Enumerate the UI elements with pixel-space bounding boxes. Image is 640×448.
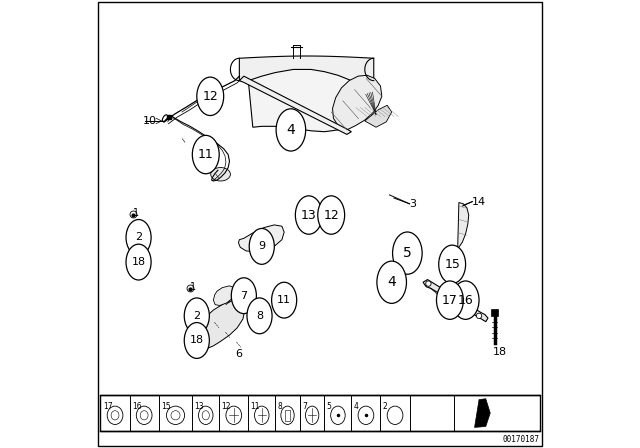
Ellipse shape <box>392 232 422 274</box>
Text: 5: 5 <box>403 246 412 260</box>
Text: 6: 6 <box>235 349 242 359</box>
Polygon shape <box>365 105 392 127</box>
Ellipse shape <box>136 406 152 424</box>
Text: 16: 16 <box>458 293 474 307</box>
Text: 11: 11 <box>250 402 260 411</box>
Text: 00170187: 00170187 <box>502 435 540 444</box>
Text: 15: 15 <box>161 402 171 411</box>
Text: 14: 14 <box>472 197 486 207</box>
Polygon shape <box>333 75 382 130</box>
Text: 4: 4 <box>287 123 295 137</box>
Ellipse shape <box>439 245 466 284</box>
Ellipse shape <box>198 406 213 424</box>
Ellipse shape <box>231 278 257 314</box>
Text: 12: 12 <box>221 402 231 411</box>
Ellipse shape <box>281 406 294 424</box>
Text: 7: 7 <box>302 402 307 411</box>
Ellipse shape <box>249 228 275 264</box>
Polygon shape <box>452 202 468 271</box>
Bar <box>285 409 290 421</box>
Ellipse shape <box>166 406 184 424</box>
Text: 18: 18 <box>493 347 507 357</box>
Ellipse shape <box>276 109 306 151</box>
Ellipse shape <box>184 323 209 358</box>
Text: 18: 18 <box>189 336 204 345</box>
Text: 17: 17 <box>442 293 458 307</box>
Text: 12: 12 <box>323 208 339 222</box>
Text: 18: 18 <box>131 257 146 267</box>
Polygon shape <box>474 399 490 427</box>
Ellipse shape <box>126 220 151 255</box>
Ellipse shape <box>197 77 224 116</box>
Ellipse shape <box>126 244 151 280</box>
Ellipse shape <box>305 406 319 424</box>
Polygon shape <box>491 309 499 316</box>
Polygon shape <box>211 168 230 181</box>
Ellipse shape <box>317 196 344 234</box>
Text: 3: 3 <box>410 199 417 209</box>
Text: 4: 4 <box>387 275 396 289</box>
Text: 12: 12 <box>202 90 218 103</box>
Ellipse shape <box>295 196 323 234</box>
Polygon shape <box>239 56 374 83</box>
Polygon shape <box>203 300 244 349</box>
Ellipse shape <box>247 298 272 334</box>
Ellipse shape <box>331 406 345 424</box>
Ellipse shape <box>436 281 463 319</box>
Text: 2: 2 <box>193 311 200 321</box>
Ellipse shape <box>107 406 123 424</box>
Circle shape <box>476 313 482 319</box>
Text: 1: 1 <box>190 282 196 292</box>
Text: 17: 17 <box>102 402 113 411</box>
Ellipse shape <box>387 406 403 424</box>
Text: 11: 11 <box>277 295 291 305</box>
Ellipse shape <box>377 261 406 303</box>
Text: 2: 2 <box>135 233 142 242</box>
Text: 16: 16 <box>132 402 141 411</box>
Text: 1: 1 <box>132 208 139 218</box>
Text: 15: 15 <box>444 258 460 271</box>
Text: 11: 11 <box>198 148 214 161</box>
Ellipse shape <box>452 281 479 319</box>
Text: 13: 13 <box>195 402 204 411</box>
Text: 4: 4 <box>353 402 358 411</box>
Polygon shape <box>213 286 235 306</box>
Ellipse shape <box>358 406 374 424</box>
Ellipse shape <box>192 135 219 174</box>
Polygon shape <box>423 280 488 322</box>
Polygon shape <box>239 225 284 252</box>
Ellipse shape <box>226 406 242 424</box>
Text: 7: 7 <box>240 291 248 301</box>
Text: 5: 5 <box>326 402 332 411</box>
Polygon shape <box>248 69 373 132</box>
Ellipse shape <box>184 298 209 334</box>
Text: 2: 2 <box>383 402 387 411</box>
Circle shape <box>426 281 431 286</box>
Polygon shape <box>239 76 351 134</box>
Ellipse shape <box>255 406 269 424</box>
Text: 9: 9 <box>258 241 266 251</box>
Text: 8: 8 <box>256 311 263 321</box>
Text: 10: 10 <box>143 116 157 126</box>
Bar <box>100 395 540 431</box>
Text: 13: 13 <box>301 208 317 222</box>
Ellipse shape <box>271 282 297 318</box>
Text: 8: 8 <box>277 402 282 411</box>
